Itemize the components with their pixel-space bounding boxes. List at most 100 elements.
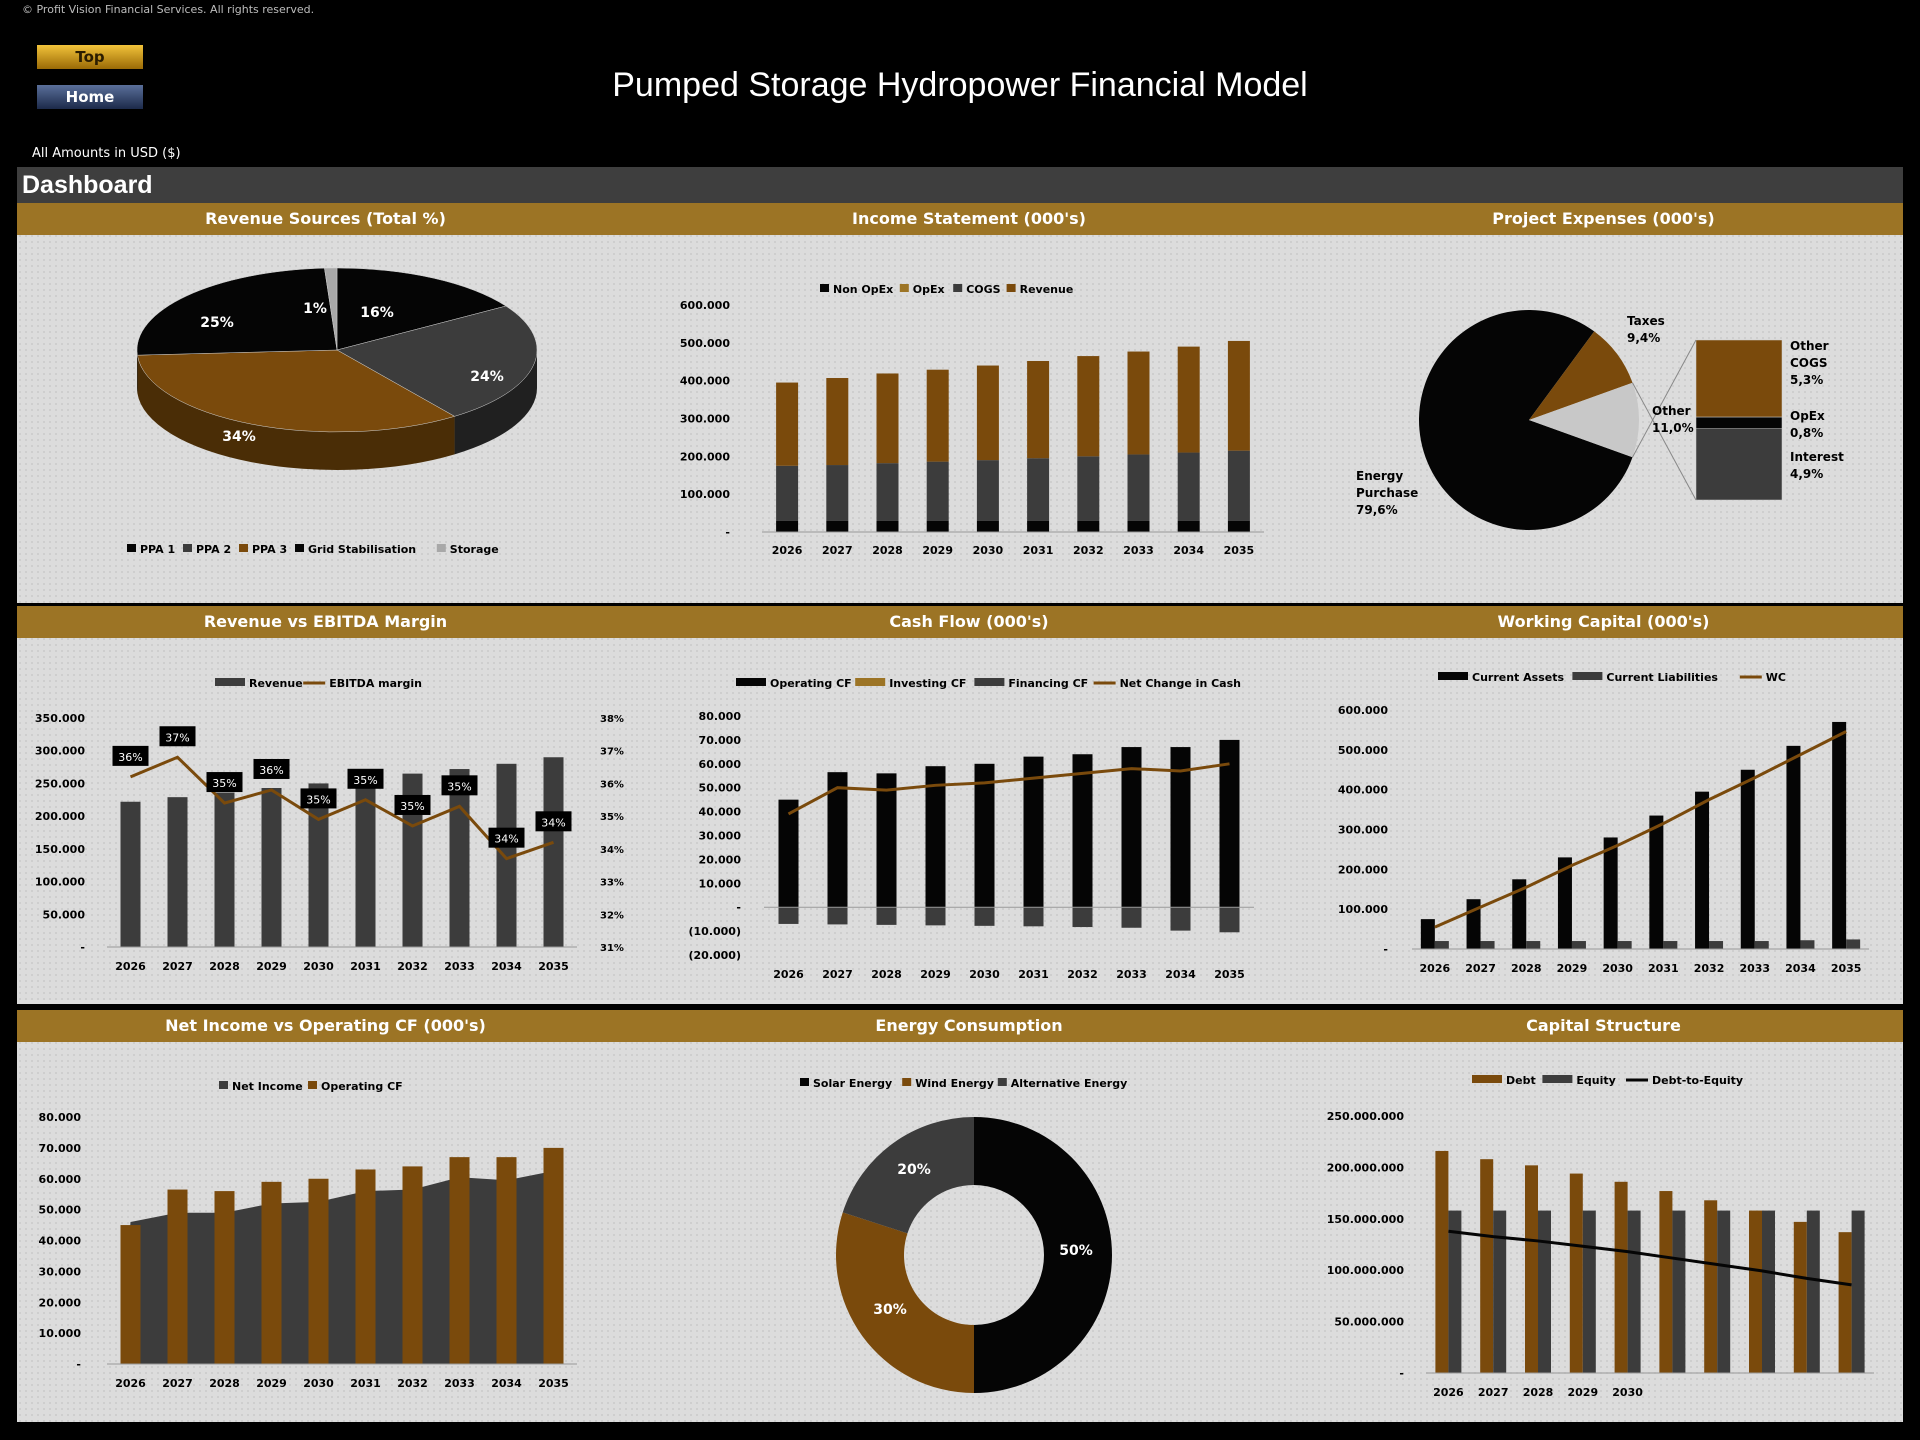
legend-label: WC <box>1766 671 1786 684</box>
bar-cogs <box>776 465 799 521</box>
bar-financing-cf <box>925 907 946 926</box>
bar-debt <box>1659 1191 1673 1373</box>
x-tick-label: 2031 <box>350 1377 381 1390</box>
y-tick-label: 70.000 <box>699 734 742 747</box>
y-tick-label: 400.000 <box>680 375 730 388</box>
x-tick-label: 2028 <box>1523 1386 1554 1399</box>
legend-label: Revenue <box>249 677 303 690</box>
bar-financing-cf <box>1170 907 1191 931</box>
x-tick-label: 2033 <box>444 960 475 973</box>
bar-non-opex <box>976 520 999 532</box>
home-button[interactable]: Home <box>36 84 144 110</box>
bar-cogs <box>1077 456 1100 521</box>
bar-revenue <box>1077 356 1100 457</box>
bar-revenue <box>876 373 899 464</box>
bar-operating-cf <box>827 772 848 908</box>
pie-data-label: Other <box>1790 339 1829 353</box>
bar-cogs <box>1127 454 1150 521</box>
data-label-box <box>441 775 478 796</box>
x-tick-label: 2028 <box>1511 962 1542 975</box>
ebitda-data-label: 37% <box>165 731 189 744</box>
bar-operating-cf <box>214 1191 235 1364</box>
bar-revenue <box>308 783 329 947</box>
bar-debt <box>1525 1165 1538 1373</box>
bar-cogs <box>926 461 949 521</box>
bar-cogs <box>976 460 999 521</box>
bar-cogs <box>876 463 899 521</box>
bar-revenue <box>120 801 141 947</box>
x-tick-label: 2027 <box>162 960 193 973</box>
y-tick-label: 50.000 <box>699 782 742 795</box>
bar-current-liabilities <box>1709 941 1724 949</box>
y-tick-label: 60.000 <box>699 758 742 771</box>
y-tick-label: 30.000 <box>39 1265 82 1278</box>
ebitda-data-label: 36% <box>259 764 283 777</box>
x-tick-label: 2028 <box>209 960 240 973</box>
legend-label: Net Change in Cash <box>1120 677 1241 690</box>
bar-non-opex <box>1177 520 1200 532</box>
bar-current-assets <box>1695 791 1710 949</box>
y-tick-label: 200.000 <box>1338 863 1388 876</box>
y-tick-label: (10.000) <box>688 925 741 938</box>
top-button[interactable]: Top <box>36 44 144 70</box>
pie-side <box>137 355 455 470</box>
y-tick-label: 300.000 <box>35 745 85 758</box>
bar-current-assets <box>1740 769 1755 949</box>
bar-equity <box>1806 1210 1820 1373</box>
y-tick-label: 100.000 <box>1338 903 1388 916</box>
x-tick-label: 2026 <box>115 960 146 973</box>
y-tick-label: 100.000 <box>35 876 85 889</box>
pie-value-label: 16% <box>360 305 394 321</box>
pie-data-label: 0,8% <box>1790 426 1823 440</box>
bar-debt <box>1614 1181 1628 1373</box>
x-tick-label: 2034 <box>491 960 522 973</box>
bar-revenue <box>1177 346 1200 453</box>
ebitda-data-label: 35% <box>353 774 377 787</box>
bar-debt <box>1480 1159 1494 1373</box>
bar-revenue <box>1027 360 1050 459</box>
bar-revenue <box>449 769 470 947</box>
x-tick-label: 2029 <box>256 1377 287 1390</box>
legend-label: Equity <box>1576 1074 1615 1087</box>
data-label-box <box>206 772 243 793</box>
donut-slice-solar-energy <box>974 1117 1112 1393</box>
y-tick-label: 32% <box>600 910 624 921</box>
bar-operating-cf <box>1170 747 1191 908</box>
pie-data-label: 79,6% <box>1356 503 1398 517</box>
legend-label: OpEx <box>913 283 945 296</box>
x-tick-label: 2029 <box>920 968 951 981</box>
donut-slice-alternative-energy <box>842 1117 974 1234</box>
y-tick-label: 30.000 <box>699 830 742 843</box>
legend-swatch <box>219 1081 228 1089</box>
bar-current-assets <box>1786 745 1801 949</box>
legend-swatch <box>974 678 1005 686</box>
legend-swatch <box>997 1078 1007 1086</box>
legend-swatch <box>127 544 136 552</box>
bar-operating-cf <box>355 1169 376 1364</box>
legend-label: PPA 1 <box>140 543 175 556</box>
x-tick-label: 2026 <box>772 544 803 557</box>
y-tick-label: 150.000 <box>35 843 85 856</box>
x-tick-label: 2035 <box>538 1377 569 1390</box>
line-debt-to-equity <box>1448 1229 1852 1287</box>
net-income-ocf-chart: Net Income Operating CF - 10.000 20.000 30.00… <box>39 1080 577 1390</box>
panel-project-expenses <box>1304 203 1903 603</box>
bar-revenue <box>826 378 849 466</box>
pie-data-label: Energy <box>1356 469 1403 483</box>
pie-data-label: 4,9% <box>1790 467 1823 481</box>
x-tick-label: 2027 <box>1478 1386 1509 1399</box>
pie-value-label: 34% <box>222 429 256 445</box>
y-tick-label: 80.000 <box>699 710 742 723</box>
panel-title-energy-consumption: Energy Consumption <box>634 1010 1304 1042</box>
y-tick-label: 250.000 <box>35 777 85 790</box>
pie-data-label: COGS <box>1790 356 1828 370</box>
bar-revenue <box>167 797 188 947</box>
y-tick-label: 70.000 <box>39 1142 82 1155</box>
dashboard-bar <box>17 167 1903 203</box>
y-tick-label: 500.000 <box>1338 744 1388 757</box>
pie-slice-storage <box>324 267 338 351</box>
amounts-note: All Amounts in USD ($) <box>32 146 181 161</box>
bar-operating-cf <box>1219 739 1240 908</box>
legend-swatch <box>902 1078 912 1086</box>
y-tick-label: 38% <box>600 714 624 725</box>
